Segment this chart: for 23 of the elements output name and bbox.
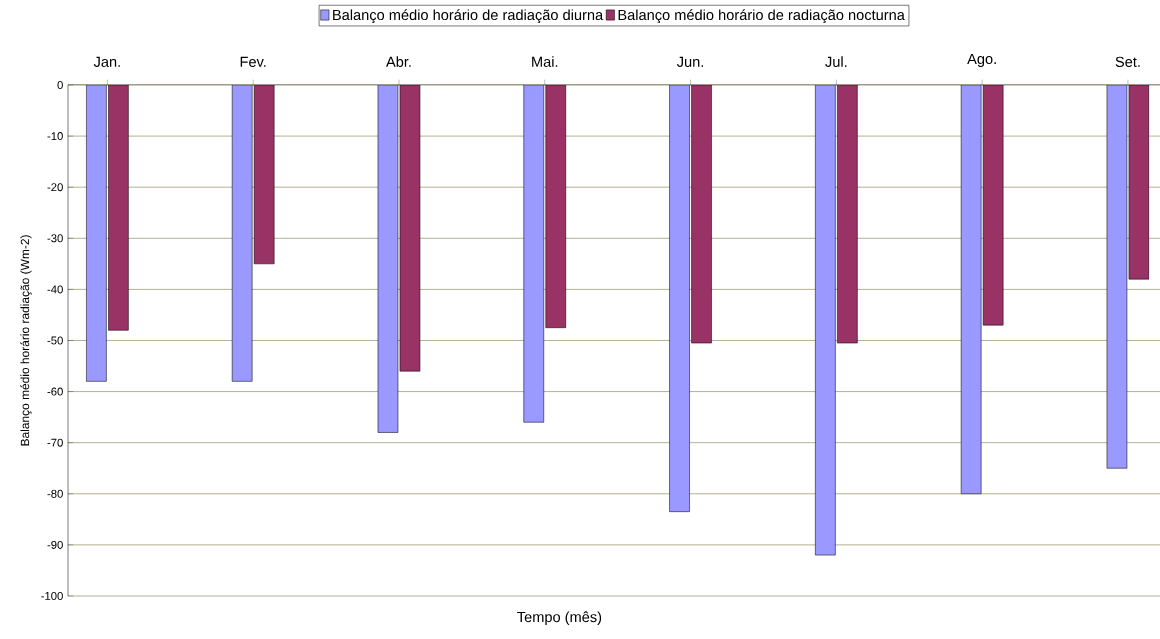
y-axis-title: Balanço médio horário radiação (Wm-2) xyxy=(20,235,32,446)
y-tick-label: -100 xyxy=(41,592,63,600)
x-axis-title: Tempo (mês) xyxy=(517,611,602,625)
y-tick-label: -10 xyxy=(47,132,63,141)
x-tick-label: Ago. xyxy=(967,53,996,67)
y-tick-label: -90 xyxy=(47,540,63,549)
y-tick-label: -40 xyxy=(47,285,63,294)
x-tick-label: Jul. xyxy=(825,56,847,67)
legend-label: Balanço médio horário de radiação nocturna xyxy=(618,9,905,24)
x-tick-label: Jun. xyxy=(676,56,704,67)
y-tick-label: -80 xyxy=(47,489,63,498)
y-tick-label: 0 xyxy=(57,80,63,89)
legend-label: Balanço médio horário de radiação diurna xyxy=(333,9,604,24)
y-tick-label: -20 xyxy=(47,183,63,192)
x-tick-label: Abr. xyxy=(385,56,411,67)
y-tick-label: -30 xyxy=(47,234,63,243)
y-tick-label: -60 xyxy=(47,387,63,396)
x-tick-label: Mai. xyxy=(532,56,558,67)
y-tick-label: -70 xyxy=(47,438,63,447)
y-tick-label: -50 xyxy=(47,336,63,345)
x-tick-label: Set. xyxy=(1115,56,1140,67)
x-tick-label: Fev. xyxy=(240,56,266,67)
x-tick-label: Jan. xyxy=(93,56,120,67)
